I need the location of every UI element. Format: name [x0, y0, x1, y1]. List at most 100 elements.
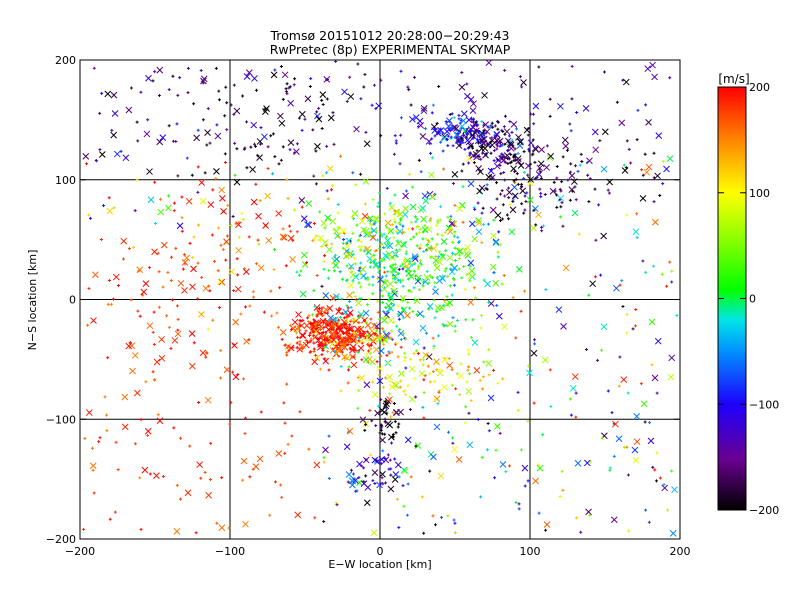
- data-point: [398, 248, 402, 252]
- data-point: [218, 524, 226, 532]
- data-point: [443, 269, 447, 273]
- data-point: [440, 515, 444, 519]
- data-point: [356, 406, 360, 410]
- data-point: [569, 384, 577, 392]
- data-point: [341, 246, 345, 250]
- data-point: [492, 368, 496, 372]
- data-point: [251, 467, 255, 471]
- data-point: [515, 133, 522, 141]
- data-point: [502, 125, 506, 129]
- data-point: [359, 272, 363, 276]
- data-point: [569, 413, 573, 417]
- data-point: [384, 481, 388, 485]
- data-point: [670, 469, 674, 473]
- data-point: [249, 166, 256, 173]
- data-point: [374, 248, 378, 252]
- data-point: [482, 360, 486, 364]
- data-point: [364, 245, 371, 253]
- data-point: [167, 325, 171, 329]
- data-point: [503, 132, 507, 136]
- data-point: [354, 262, 358, 266]
- data-point: [494, 211, 502, 219]
- data-point: [322, 520, 326, 524]
- data-point: [198, 179, 206, 186]
- data-point: [412, 286, 416, 290]
- data-point: [388, 383, 396, 391]
- data-point: [419, 133, 427, 140]
- data-point: [125, 342, 133, 350]
- data-point: [357, 339, 361, 343]
- data-point: [229, 103, 233, 107]
- data-point: [555, 176, 559, 180]
- data-point: [347, 328, 351, 332]
- data-point: [451, 144, 455, 148]
- data-point: [391, 255, 395, 259]
- data-point: [281, 227, 285, 231]
- data-point: [393, 457, 397, 461]
- data-point: [287, 139, 295, 146]
- data-point: [312, 289, 316, 293]
- data-point: [407, 268, 411, 272]
- data-point: [503, 194, 507, 198]
- data-point: [203, 171, 207, 175]
- data-point: [255, 88, 259, 92]
- data-point: [159, 197, 163, 201]
- data-point: [486, 125, 490, 129]
- data-point: [342, 331, 346, 335]
- data-point: [615, 100, 619, 104]
- data-point: [322, 292, 330, 299]
- data-point: [379, 436, 386, 444]
- data-point: [408, 306, 412, 310]
- data-point: [453, 246, 457, 250]
- data-point: [313, 354, 321, 362]
- data-point: [364, 474, 368, 478]
- data-point: [336, 203, 340, 207]
- data-point: [347, 282, 355, 289]
- data-point: [494, 134, 498, 138]
- data-point: [515, 266, 523, 273]
- data-point: [331, 331, 335, 335]
- data-point: [508, 228, 516, 236]
- data-point: [322, 357, 330, 365]
- data-point: [428, 469, 432, 473]
- data-point: [146, 433, 150, 437]
- data-point: [325, 323, 329, 327]
- data-point: [86, 323, 90, 327]
- data-point: [499, 192, 503, 196]
- data-point: [275, 311, 279, 315]
- data-point: [465, 155, 473, 163]
- data-point: [402, 504, 406, 508]
- data-point: [475, 219, 483, 227]
- data-point: [430, 111, 434, 115]
- data-point: [85, 409, 93, 416]
- data-point: [467, 298, 475, 306]
- data-point: [457, 117, 461, 121]
- data-point: [574, 516, 578, 520]
- data-point: [405, 513, 409, 517]
- data-point: [437, 250, 441, 254]
- data-point: [396, 312, 400, 316]
- data-point: [580, 160, 584, 164]
- data-point: [376, 481, 383, 489]
- data-point: [277, 112, 284, 120]
- data-point: [464, 318, 468, 322]
- data-point: [116, 283, 120, 287]
- data-point: [432, 346, 436, 350]
- data-point: [116, 468, 120, 472]
- data-point: [652, 200, 656, 204]
- data-point: [199, 197, 207, 205]
- data-point: [298, 343, 302, 347]
- data-point: [383, 270, 387, 274]
- data-point: [157, 208, 165, 216]
- data-point: [299, 110, 306, 118]
- data-point: [665, 284, 669, 288]
- data-point: [448, 268, 456, 276]
- data-point: [363, 319, 367, 323]
- data-point: [257, 264, 265, 272]
- data-point: [526, 419, 530, 423]
- data-point: [385, 309, 389, 313]
- data-point: [578, 163, 582, 167]
- data-point: [406, 482, 410, 486]
- data-point: [102, 204, 106, 208]
- data-point: [427, 307, 431, 311]
